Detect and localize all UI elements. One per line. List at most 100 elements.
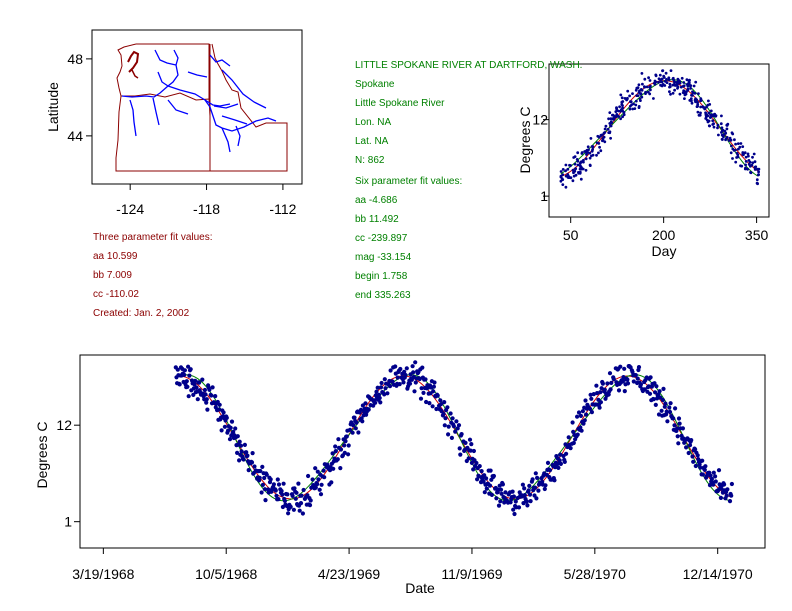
day-point [615, 113, 619, 116]
time-point [313, 466, 318, 471]
time-point [203, 392, 208, 397]
day-point [589, 137, 593, 140]
time-point [413, 360, 418, 365]
day-point [640, 95, 644, 99]
time-point [533, 471, 538, 476]
day-point [608, 111, 612, 114]
time-point [463, 440, 468, 445]
time-point [652, 381, 657, 386]
time-point [680, 426, 686, 431]
time-point [671, 416, 676, 421]
time-point [469, 442, 474, 447]
time-point [286, 511, 291, 516]
day-point [645, 85, 649, 89]
time-point [547, 468, 553, 473]
time-point [727, 499, 733, 504]
map-frame [91, 29, 303, 185]
time-point [524, 499, 529, 504]
time-point [664, 409, 669, 414]
station-n: N: 862 [355, 155, 385, 166]
day-point [687, 81, 691, 84]
time-point [729, 493, 734, 498]
day-point [685, 78, 689, 82]
time-point [458, 452, 463, 457]
day-point [751, 155, 754, 159]
time-point [625, 381, 631, 386]
day-point [649, 88, 652, 92]
time-point [342, 443, 347, 448]
time-point [648, 375, 653, 380]
boise-river [235, 125, 241, 147]
day-point [559, 175, 563, 179]
time-point [185, 384, 190, 389]
day-ylabel: Degrees C [517, 107, 533, 174]
day-point [691, 90, 694, 94]
station-basin: Spokane [355, 79, 395, 90]
time-point [677, 421, 682, 426]
time-point [187, 373, 192, 378]
day-point [697, 113, 701, 117]
time-point [310, 477, 315, 482]
time-point [205, 407, 210, 412]
time-point [686, 450, 691, 456]
day-point [703, 107, 707, 111]
time-point [222, 424, 227, 429]
time-point [527, 483, 532, 488]
time-point [195, 397, 200, 402]
station-lon: Lon. NA [355, 117, 392, 128]
time-point [474, 460, 479, 466]
day-point [574, 173, 578, 177]
time-point [442, 400, 447, 405]
day-xtick-label: 200 [652, 227, 676, 243]
day-point [725, 136, 729, 139]
time-point [516, 505, 522, 510]
day-point [675, 83, 679, 86]
day-xlabel: Day [652, 243, 677, 259]
time-point [431, 384, 436, 389]
time-xtick-label: 12/14/1970 [683, 566, 753, 582]
time-point [456, 423, 462, 428]
time-point [186, 364, 191, 369]
time-point [244, 450, 249, 455]
time-point [497, 483, 502, 488]
day-point [659, 80, 663, 83]
time-point [656, 412, 662, 417]
time-point [454, 419, 459, 424]
time-point [484, 476, 489, 481]
day-point [699, 111, 702, 115]
map-panel: -124 -118 -112 44 48 Latitude [45, 29, 303, 217]
time-point [450, 416, 455, 421]
time-point [526, 488, 531, 493]
time-point [401, 380, 406, 385]
three-param-heading: Three parameter fit values: [93, 232, 213, 243]
day-point [641, 82, 644, 86]
time-point [298, 501, 304, 506]
day-point [690, 101, 694, 105]
day-point [668, 85, 671, 89]
time-point [600, 381, 606, 386]
time-point [481, 479, 486, 484]
time-point [397, 382, 402, 387]
day-point [621, 100, 625, 103]
day-point [654, 73, 658, 77]
time-point [575, 414, 580, 419]
day-point [747, 154, 750, 158]
day-point [634, 103, 638, 107]
day-point [683, 97, 686, 100]
time-point [630, 369, 635, 375]
time-point [500, 482, 505, 487]
time-point [442, 423, 447, 428]
three-param-cc: cc -110.02 [93, 289, 139, 300]
day-point [663, 79, 667, 83]
time-point [522, 486, 527, 491]
six-param-cc: cc -239.897 [355, 233, 408, 244]
day-point [744, 160, 748, 163]
time-point [209, 393, 214, 398]
time-point [193, 378, 198, 383]
time-point [718, 495, 724, 500]
time-point [660, 397, 666, 403]
state-borders [115, 43, 288, 172]
day-point [584, 168, 588, 172]
time-point [622, 389, 627, 394]
time-point [330, 451, 335, 456]
